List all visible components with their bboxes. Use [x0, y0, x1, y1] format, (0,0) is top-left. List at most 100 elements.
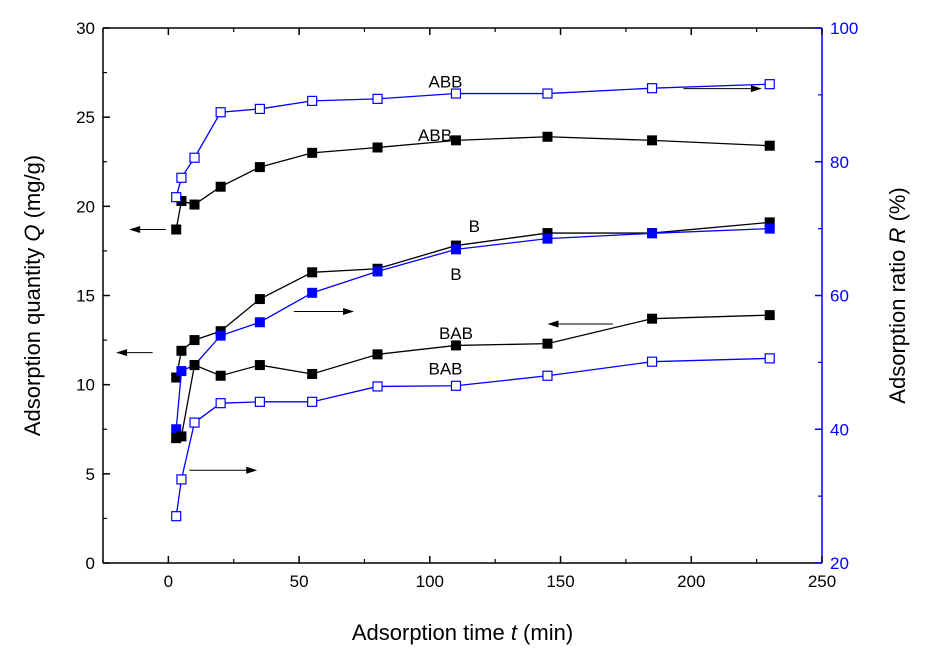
left-y-tick-label: 15 [76, 287, 95, 306]
left-y-axis-title-var: Q [20, 225, 45, 242]
left-y-tick-label: 25 [76, 108, 95, 127]
series-point [542, 233, 553, 244]
series-point [647, 228, 658, 239]
x-tick-label: 200 [677, 572, 705, 591]
series-point [189, 360, 200, 371]
x-axis-title-unit: (min) [517, 620, 573, 645]
series-point [189, 199, 200, 210]
x-axis-title-part: Adsorption time [352, 620, 511, 645]
left-y-axis-title: Adsorption quantity Q (mg/g) [20, 155, 45, 436]
series-point [171, 424, 182, 435]
series-point [542, 131, 553, 142]
arrow-head [342, 308, 354, 316]
series-point [189, 417, 200, 428]
series-point [189, 335, 200, 346]
annotations: ABB ABB B B BAB BAB [116, 73, 762, 474]
right-y-tick-label: 40 [830, 420, 849, 439]
series-group [171, 79, 775, 522]
left-y-tick-label: 20 [76, 197, 95, 216]
right-y-axis-title-unit: (%) [885, 187, 910, 227]
series-point [450, 88, 462, 99]
series-point [646, 356, 658, 367]
series-point [254, 360, 265, 371]
series-point [450, 244, 461, 255]
arrow-head [129, 226, 141, 234]
series-point [542, 88, 553, 99]
series-label: BAB [428, 360, 462, 379]
series-point [372, 349, 383, 360]
series-point [215, 181, 226, 192]
x-axis-title: Adsorption time t (min) [352, 620, 573, 645]
series-point [372, 142, 383, 153]
right-y-tick-label: 100 [830, 19, 858, 38]
series-point [450, 135, 461, 146]
x-tick-label: 150 [546, 572, 574, 591]
arrow-head [246, 466, 258, 474]
series-point [764, 140, 775, 151]
series-point [171, 192, 182, 203]
series-point [215, 330, 226, 341]
left-y-tick-label: 30 [76, 19, 95, 38]
left-y-axis-title-part: Adsorption quantity [20, 242, 45, 436]
series-point [215, 107, 226, 118]
series-point [254, 162, 265, 173]
arrow-head [547, 320, 559, 328]
series-point [647, 135, 658, 146]
series-point [307, 147, 318, 158]
right-y-axis-title: Adsorption ratio R (%) [885, 187, 910, 403]
x-tick-label: 100 [416, 572, 444, 591]
series-point [171, 224, 182, 235]
series-point [176, 474, 187, 485]
series-point [176, 195, 187, 206]
series-point [372, 93, 383, 104]
series-point [215, 398, 226, 409]
series-point [542, 370, 553, 381]
series-point [171, 511, 182, 522]
series-point [646, 83, 658, 94]
series-point [176, 366, 187, 377]
x-axis-title-var: t [511, 620, 518, 645]
series-point [171, 433, 182, 444]
series-point [307, 267, 318, 278]
right-y-axis-title-var: R [885, 228, 910, 244]
right-y-tick-label: 20 [830, 554, 849, 573]
tick-marks: 0 50 100 150 200 250 0 5 10 15 20 25 30 20 40 60 80 100 [76, 19, 858, 591]
series-point [764, 79, 775, 90]
left-y-tick-label: 10 [76, 376, 95, 395]
left-y-axis-title-unit: (mg/g) [20, 155, 45, 225]
series-point [189, 152, 200, 163]
series-point [307, 287, 318, 298]
series-point [171, 372, 182, 383]
series-point [764, 217, 775, 228]
left-y-tick-label: 5 [86, 465, 95, 484]
series-point [450, 340, 461, 351]
left-y-tick-label: 0 [86, 554, 95, 573]
series-point [215, 370, 226, 381]
series-label: B [469, 217, 480, 236]
series-point [254, 317, 265, 328]
x-tick-label: 250 [808, 572, 836, 591]
series-point [254, 103, 265, 115]
series-label: ABB [418, 126, 452, 145]
x-tick-label: 50 [290, 572, 309, 591]
series-point [450, 380, 462, 391]
series-point [176, 345, 187, 356]
x-tick-label: 0 [164, 572, 173, 591]
series-point [307, 368, 318, 379]
arrow-head [116, 349, 128, 357]
series-point [372, 266, 383, 277]
series-label: BAB [439, 324, 473, 343]
series-point [764, 353, 775, 364]
series-point [647, 313, 658, 324]
series-point [176, 431, 187, 442]
right-y-tick-label: 80 [830, 153, 849, 172]
series-point [307, 396, 318, 407]
right-y-tick-label: 60 [830, 287, 849, 306]
series-point [307, 95, 318, 106]
series-point [542, 338, 553, 349]
series-label: B [450, 265, 461, 284]
series-point [764, 310, 775, 321]
series-point [372, 381, 383, 392]
